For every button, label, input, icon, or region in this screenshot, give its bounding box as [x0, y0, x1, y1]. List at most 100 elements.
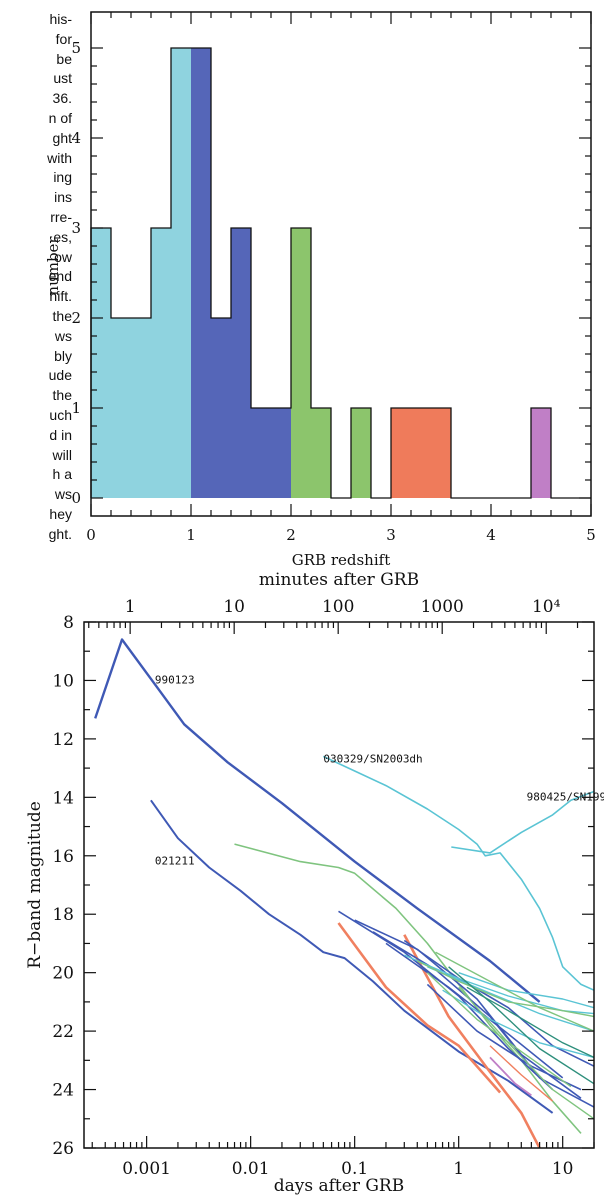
y-tick-label: 14 [52, 788, 74, 808]
light-curve-line [354, 919, 582, 1099]
y-tick-label: 10 [52, 671, 74, 691]
x-top-tick-label: 10⁴ [532, 597, 561, 617]
x-top-tick-label: 100 [322, 597, 354, 617]
light-curve-annotations: 990123 030329/SN2003dh 980425/SN1998bw 0212… [155, 673, 604, 867]
histogram-bar [251, 408, 271, 498]
y-tick-label: 16 [52, 847, 74, 867]
y-tick-label: 4 [71, 129, 81, 147]
y-tick-label: 18 [52, 905, 74, 925]
light-curve-line [458, 986, 595, 1120]
text-line: for [55, 30, 72, 47]
histogram-bar [391, 408, 411, 498]
light-curve-line [426, 972, 572, 1088]
histogram-bar [311, 408, 331, 498]
x-tick-label: 3 [386, 526, 396, 544]
x-tick-label: 4 [486, 526, 496, 544]
light-curve-line [451, 790, 595, 854]
x-tick-label: 0 [86, 526, 96, 544]
curve-label: 021211 [155, 855, 195, 868]
histogram-tick-labels: 0 1 2 3 4 5 0 1 2 3 4 5 [71, 39, 595, 544]
histogram-chart: 0 1 2 3 4 5 0 1 2 3 4 5 GRB redshift number [44, 11, 596, 569]
histogram-bar [211, 318, 231, 498]
histogram-bar [271, 408, 291, 498]
curve-label: 030329/SN2003dh [323, 752, 422, 765]
light-curve-y-axis-label: R−band magnitude [25, 801, 45, 969]
x-tick-label: 2 [286, 526, 296, 544]
histogram-x-axis-label: GRB redshift [292, 551, 390, 569]
text-line: with [47, 149, 72, 166]
text-line: ude [48, 367, 72, 384]
light-curve-line [234, 843, 582, 1134]
text-line: ws [54, 486, 72, 503]
histogram-ticks [90, 12, 592, 516]
histogram-bar [291, 228, 311, 498]
histogram-bar [151, 228, 171, 498]
histogram-bar [171, 48, 191, 498]
light-curve-line [404, 954, 595, 1015]
text-line: ins [54, 189, 72, 206]
histogram-bar [231, 228, 251, 498]
text-line: ing [53, 169, 72, 186]
text-line: uch [49, 406, 72, 423]
y-tick-label: 22 [52, 1022, 74, 1042]
x-tick-label: 0.1 [341, 1159, 368, 1179]
text-line: rre- [50, 208, 72, 225]
text-line: ust [53, 70, 72, 87]
text-line: hey [49, 505, 72, 522]
light-curve-line [416, 960, 595, 1018]
y-tick-label: 24 [52, 1081, 74, 1101]
light-curve-tick-labels: 0.001 0.01 0.1 1 10 1 10 100 1000 10⁴ 8 10 12 14 16 18 2… [52, 597, 573, 1179]
y-tick-label: 0 [71, 489, 81, 507]
histogram-bar [131, 318, 151, 498]
x-tick-label: 1 [453, 1159, 464, 1179]
histogram-y-axis-label: number [44, 236, 62, 296]
text-line: the [52, 387, 72, 404]
light-curve-x-axis-label: days after GRB [274, 1176, 404, 1196]
y-tick-label: 12 [52, 730, 74, 750]
text-line: end [48, 268, 72, 285]
text-line: be [56, 50, 72, 67]
text-line: es, [53, 228, 72, 245]
y-tick-label: 1 [71, 399, 81, 417]
light-curve-line [489, 1045, 554, 1102]
light-curve-line [337, 922, 502, 1094]
text-line: 36. [52, 90, 72, 107]
light-curve-line [403, 934, 541, 1149]
light-curve-line [466, 986, 595, 1059]
histogram-bar [531, 408, 551, 498]
text-line: his- [49, 11, 72, 27]
light-curve-top-axis-label: minutes after GRB [259, 570, 419, 590]
y-tick-label: 5 [71, 39, 81, 57]
x-tick-label: 1 [186, 526, 196, 544]
y-tick-label: 3 [71, 219, 81, 237]
x-top-tick-label: 1 [125, 597, 136, 617]
cropped-body-text: his-for be ust 36. n of ght with ing ins rre-es, o… [0, 10, 72, 545]
y-tick-label: 26 [52, 1139, 74, 1159]
histogram-bar [431, 408, 451, 498]
text-line: ow [54, 248, 72, 265]
y-tick-label: 20 [52, 964, 74, 984]
text-line: ght. [48, 525, 72, 542]
y-tick-label: 2 [71, 309, 81, 327]
light-curve-line [372, 931, 595, 1108]
light-curve-line [448, 966, 595, 1085]
x-tick-label: 0.001 [122, 1159, 171, 1179]
light-curve-line [458, 972, 595, 1009]
light-curve-line [322, 755, 595, 991]
text-line: ws [54, 327, 72, 344]
light-curve-frame [83, 621, 595, 1149]
x-tick-label: 0.01 [232, 1159, 270, 1179]
light-curve-line [435, 951, 595, 1032]
light-curve-chart: 0.001 0.01 0.1 1 10 1 10 100 1000 10⁴ 8 10 12 14 16 18 2… [25, 570, 604, 1196]
light-curve-line [150, 799, 554, 1114]
histogram-bar [351, 408, 371, 498]
curve-label: 980425/SN1998bw [527, 790, 604, 803]
light-curve-ticks [84, 621, 595, 1149]
x-tick-label: 5 [586, 526, 596, 544]
histogram-bar [191, 48, 211, 498]
text-line: hift. [49, 288, 72, 305]
histogram-bar [91, 228, 111, 498]
text-line: will [52, 446, 72, 463]
curve-label: 990123 [155, 673, 195, 686]
